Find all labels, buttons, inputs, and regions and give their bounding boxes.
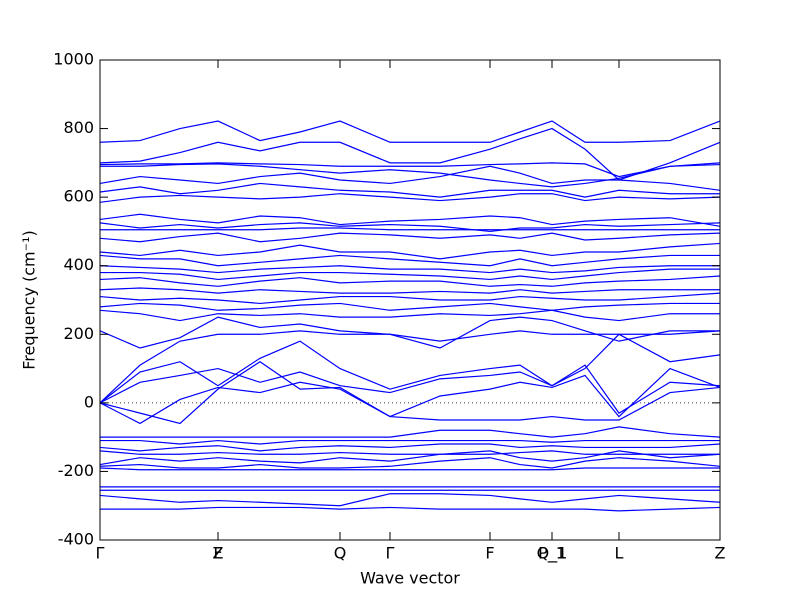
- band-line: [99, 127, 721, 181]
- plot-frame: [99, 59, 721, 541]
- x-tick-label: Q_1: [537, 544, 568, 564]
- band-line: [99, 309, 720, 322]
- x-axis-label: Wave vector: [360, 569, 460, 588]
- band-line: [100, 227, 720, 231]
- y-tick-label: 600: [63, 187, 94, 206]
- band-line: [99, 213, 721, 227]
- band-line: [99, 242, 721, 260]
- x-tick-label: L: [615, 544, 624, 563]
- band-line: [99, 165, 721, 191]
- x-tick-label: Γ: [96, 544, 105, 563]
- band-line: [99, 162, 721, 178]
- x-tick-label: Z: [213, 544, 224, 563]
- x-tick-label: Z: [715, 544, 726, 563]
- x-tick-label: F: [213, 544, 222, 563]
- x-tick-label: Q: [334, 544, 347, 563]
- y-tick-label: 0: [84, 392, 94, 411]
- band-line: [99, 493, 721, 507]
- band-line: [99, 222, 721, 233]
- band-line: [99, 457, 721, 469]
- band-line: [99, 265, 720, 274]
- x-tick-label: F: [485, 544, 494, 563]
- x-tick-label: P_1: [538, 544, 566, 564]
- y-tick-label: 200: [63, 324, 94, 343]
- band-line: [100, 163, 721, 188]
- band-line: [99, 120, 721, 143]
- y-tick-label: -400: [58, 530, 94, 549]
- band-line: [99, 364, 721, 414]
- y-tick-label: 800: [63, 118, 94, 137]
- y-tick-label: -200: [58, 461, 94, 480]
- band-line: [99, 232, 721, 243]
- band-line: [100, 506, 721, 512]
- band-line: [99, 467, 720, 471]
- band-line: [99, 193, 721, 203]
- band-line: [99, 254, 720, 267]
- y-axis-label: Frequency (cm⁻¹): [20, 230, 39, 369]
- band-line: [100, 439, 720, 445]
- band-line: [99, 275, 721, 287]
- band-line: [99, 443, 721, 452]
- band-line: [99, 360, 721, 425]
- band-line: [99, 450, 721, 466]
- band-line: [99, 292, 721, 305]
- x-tick-label: Γ: [386, 544, 395, 563]
- band-line: [99, 182, 720, 198]
- band-line: [99, 333, 721, 404]
- band-line: [99, 302, 720, 311]
- band-line: [100, 426, 721, 438]
- y-tick-label: 400: [63, 255, 94, 274]
- band-line: [99, 287, 720, 294]
- y-tick-label: 1000: [53, 50, 94, 69]
- band-line: [99, 316, 720, 349]
- band-line: [100, 268, 720, 281]
- band-line: [99, 381, 721, 425]
- band-line: [99, 330, 721, 404]
